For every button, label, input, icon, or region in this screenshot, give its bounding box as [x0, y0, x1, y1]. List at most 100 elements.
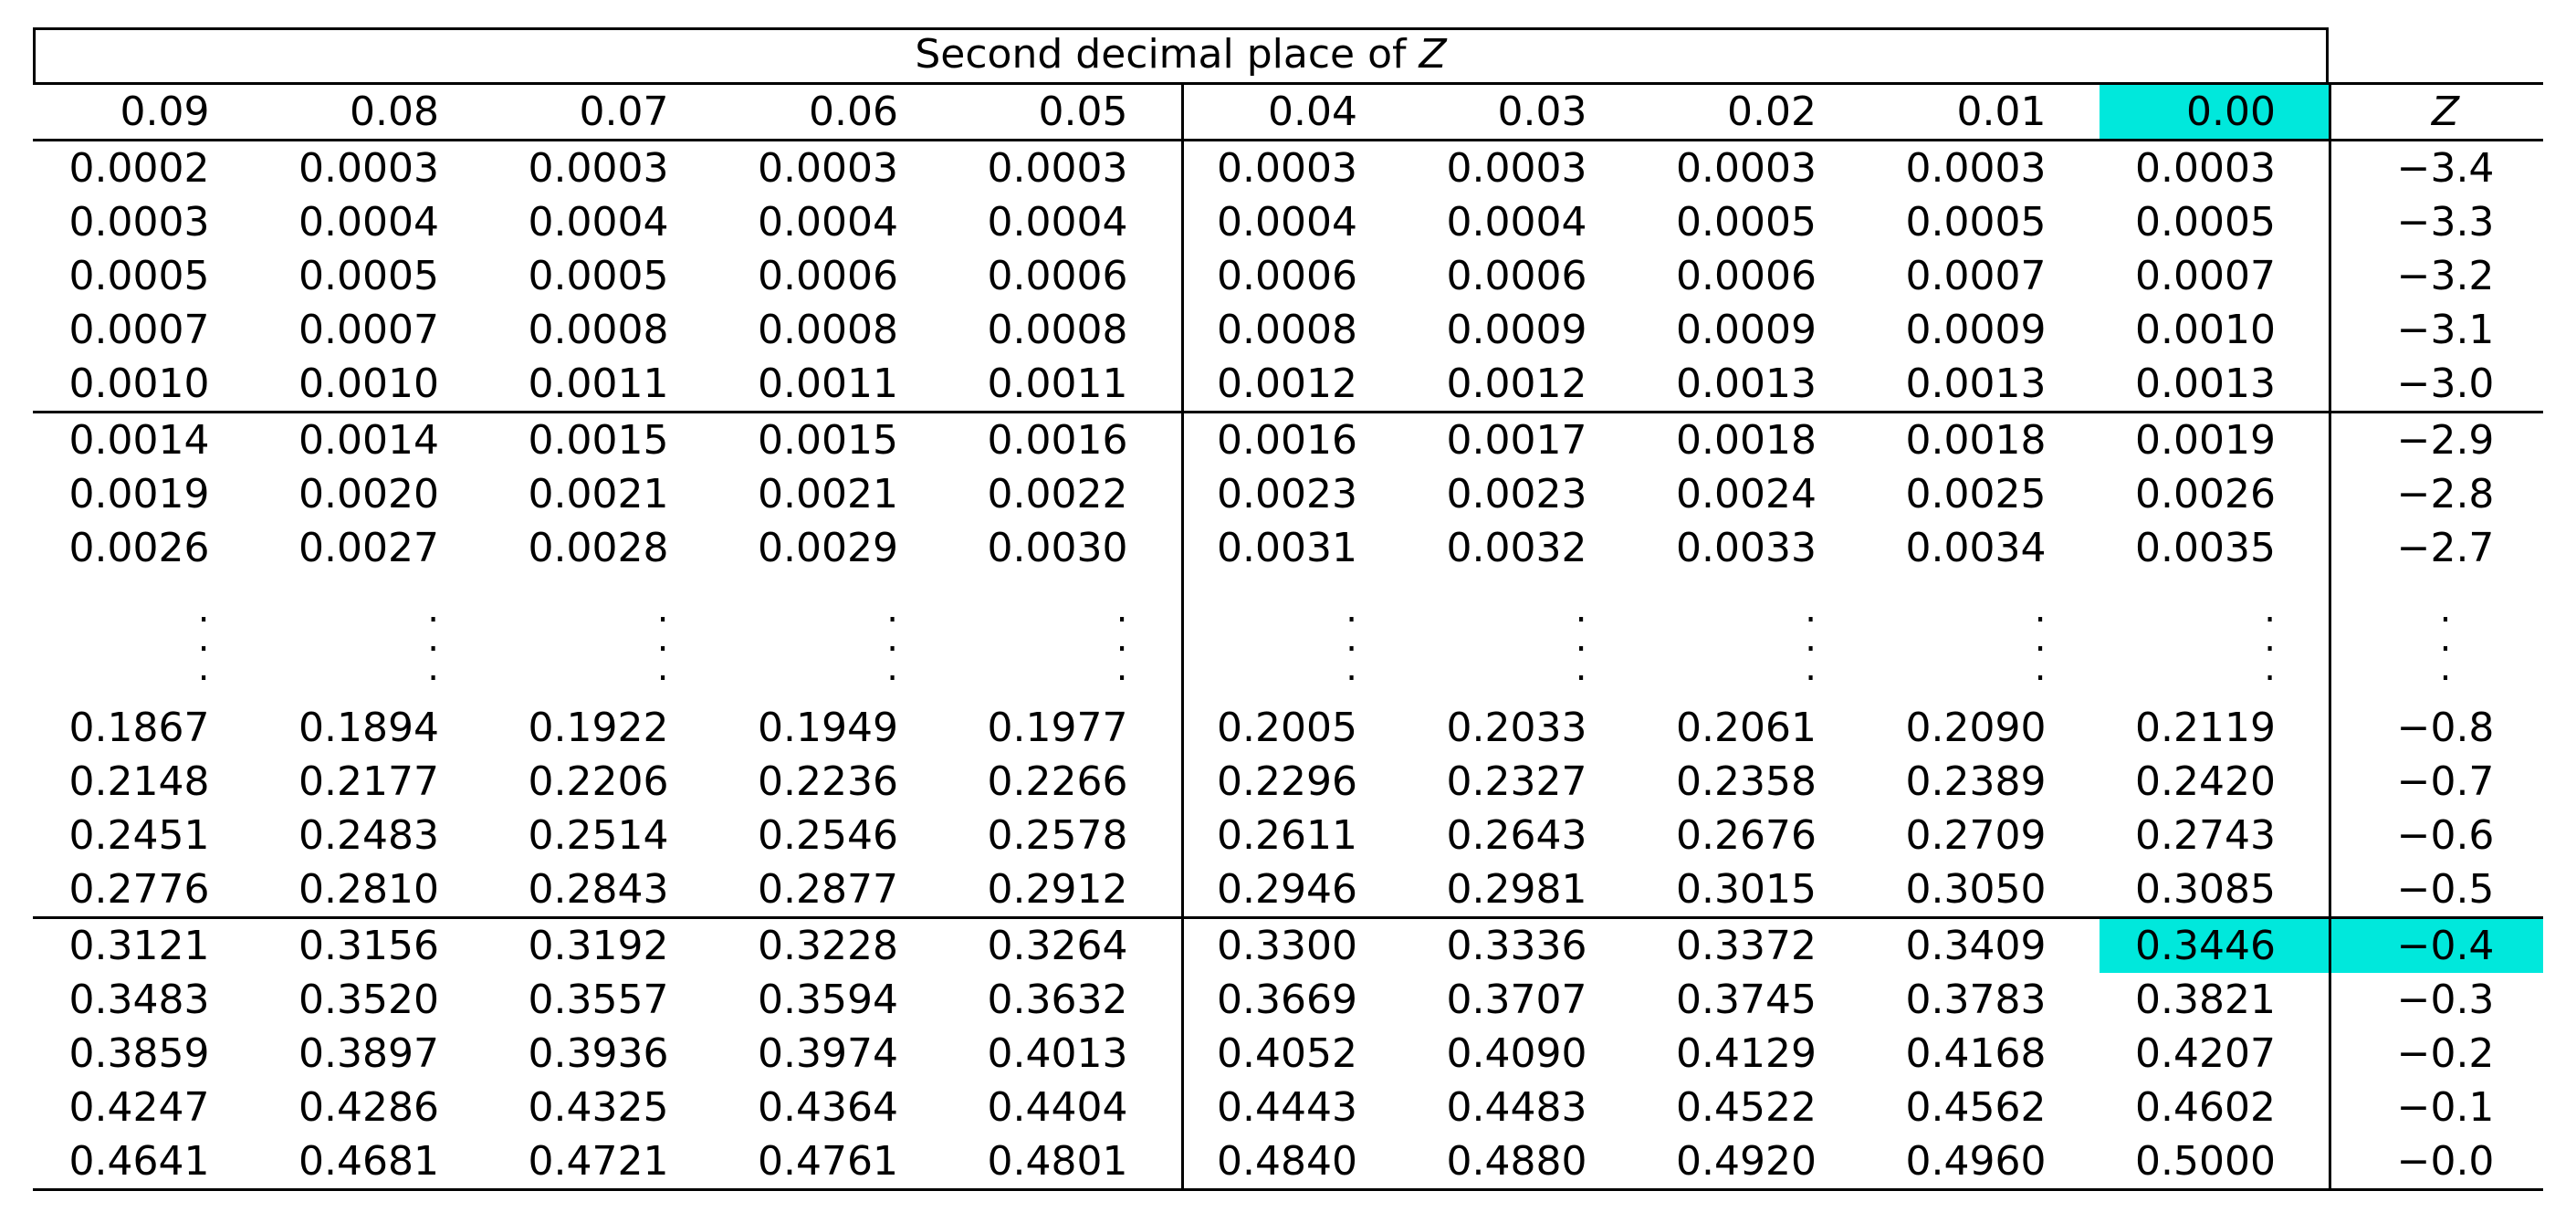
table-cell: 0.0008 [758, 307, 898, 353]
table-cell: 0.0004 [1446, 199, 1587, 246]
table-cell: 0.0010 [2135, 307, 2276, 353]
ellipsis-dot: . [1575, 618, 1587, 660]
table-cell: 0.4721 [528, 1138, 669, 1185]
table-cell: 0.2843 [528, 866, 669, 913]
ellipsis-cell: ... [2329, 575, 2543, 701]
table-cell: 0.3821 [2135, 977, 2276, 1023]
table-cell: 0.0005 [1905, 199, 2047, 246]
table-cell: 0.0018 [1676, 417, 1817, 464]
table-cell: 0.0006 [1446, 253, 1587, 299]
ellipsis-cell: ... [951, 575, 1181, 701]
ellipsis-dot: . [2034, 618, 2047, 660]
table-cell: 0.0025 [1905, 471, 2047, 517]
column-header: 0.02 [1727, 89, 1817, 135]
ellipsis-dot: . [2264, 647, 2276, 689]
table-cell: 0.0016 [987, 417, 1128, 464]
table-cell: 0.0018 [1905, 417, 2047, 464]
table-cell: 0.3859 [68, 1030, 210, 1077]
table-cell: 0.2090 [1905, 705, 2047, 751]
table-cell: 0.0003 [987, 145, 1128, 192]
table-cell: 0.2061 [1676, 705, 1817, 751]
table-cell: 0.2810 [298, 866, 439, 913]
table-cell: 0.0024 [1676, 471, 1817, 517]
table-cell: 0.0003 [68, 199, 210, 246]
table-cell: 0.2643 [1446, 812, 1587, 859]
ellipsis-dot: . [886, 647, 898, 689]
table-row: 0.3859 0.3897 0.3936 0.3974 0.4013 0.4052 0.40… [33, 1027, 2543, 1081]
table-cell: 0.2912 [987, 866, 1128, 913]
table-cell: 0.0013 [1676, 360, 1817, 407]
table-row: 0.3483 0.3520 0.3557 0.3594 0.3632 0.3669 0.37… [33, 973, 2543, 1027]
z-value: −3.2 [2329, 249, 2543, 303]
table-cell: 0.0008 [528, 307, 669, 353]
table-cell: 0.3669 [1180, 973, 1411, 1027]
ellipsis-cell: ... [722, 575, 952, 701]
table-cell: 0.1867 [68, 705, 210, 751]
table-cell: 0.4286 [298, 1084, 439, 1131]
table-cell: 0.2389 [1905, 758, 2047, 805]
table-cell: 0.0019 [68, 471, 210, 517]
table-cell: 0.4681 [298, 1138, 439, 1185]
ellipsis-dot: . [197, 589, 210, 631]
table-cell: 0.0011 [528, 360, 669, 407]
table-cell: 0.3409 [1905, 923, 2047, 969]
table-row: 0.0002 0.0003 0.0003 0.0003 0.0003 0.0003 0.00… [33, 141, 2543, 195]
table-cell: 0.0003 [758, 145, 898, 192]
table-cell: 0.0003 [1180, 141, 1411, 195]
table-cell: 0.2451 [68, 812, 210, 859]
ellipsis-dot: . [197, 618, 210, 660]
table-cell: 0.2033 [1446, 705, 1587, 751]
z-value: −3.4 [2329, 141, 2543, 195]
table-cell: 0.0008 [1180, 303, 1411, 357]
table-cell: 0.2611 [1180, 809, 1411, 862]
ellipsis-cell: ... [1869, 575, 2100, 701]
table-cell: 0.2676 [1676, 812, 1817, 859]
table-cell: 0.0010 [298, 360, 439, 407]
table-cell: 0.4801 [987, 1138, 1128, 1185]
ellipsis-dot: . [2439, 647, 2452, 689]
table-cell: 0.4325 [528, 1084, 669, 1131]
column-header: 0.04 [1180, 85, 1411, 139]
ellipsis-dot: . [2034, 647, 2047, 689]
z-column-header: Z [2329, 85, 2543, 139]
table-cell: 0.3228 [758, 923, 898, 969]
table-cell: 0.2877 [758, 866, 898, 913]
table-cell: 0.0009 [1905, 307, 2047, 353]
table-cell: 0.2709 [1905, 812, 2047, 859]
table-cell: 0.4207 [2135, 1030, 2276, 1077]
table-cell: 0.4880 [1446, 1138, 1587, 1185]
table-cell: 0.0023 [1446, 471, 1587, 517]
table-cell: 0.0012 [1446, 360, 1587, 407]
ellipsis-cell: ... [492, 575, 722, 701]
table-cell: 0.0009 [1676, 307, 1817, 353]
table-cell: 0.0006 [1676, 253, 1817, 299]
table-cell: 0.4247 [68, 1084, 210, 1131]
z-value: −0.0 [2329, 1134, 2543, 1188]
z-value: −3.0 [2329, 357, 2543, 411]
table-cell: 0.3300 [1180, 919, 1411, 973]
table-cell: 0.0028 [528, 525, 669, 571]
table-cell: 0.0015 [758, 417, 898, 464]
table-cell: 0.2981 [1446, 866, 1587, 913]
ellipsis-dot: . [2034, 589, 2047, 631]
table-cell: 0.3156 [298, 923, 439, 969]
ellipsis-dot: . [1575, 589, 1587, 631]
table-cell: 0.0011 [758, 360, 898, 407]
table-title-text: Second decimal place of [915, 31, 1419, 78]
ellipsis-cell: ... [2100, 575, 2330, 701]
table-cell: 0.3446 [2099, 919, 2329, 973]
table-row: 0.2451 0.2483 0.2514 0.2546 0.2578 0.2611 0.26… [33, 809, 2543, 862]
table-cell: 0.0017 [1446, 417, 1587, 464]
ellipsis-dot: . [1346, 589, 1357, 631]
ellipsis-dot: . [886, 589, 898, 631]
table-cell: 0.0004 [987, 199, 1128, 246]
table-cell: 0.4052 [1180, 1027, 1411, 1081]
z-value: −2.9 [2329, 413, 2543, 467]
ellipsis-dot: . [1115, 647, 1128, 689]
table-cell: 0.0019 [2135, 417, 2276, 464]
table-cell: 0.0007 [298, 307, 439, 353]
table-cell: 0.4562 [1905, 1084, 2047, 1131]
table-cell: 0.2946 [1180, 862, 1411, 916]
table-cell: 0.4641 [68, 1138, 210, 1185]
z-value: −0.2 [2329, 1027, 2543, 1081]
